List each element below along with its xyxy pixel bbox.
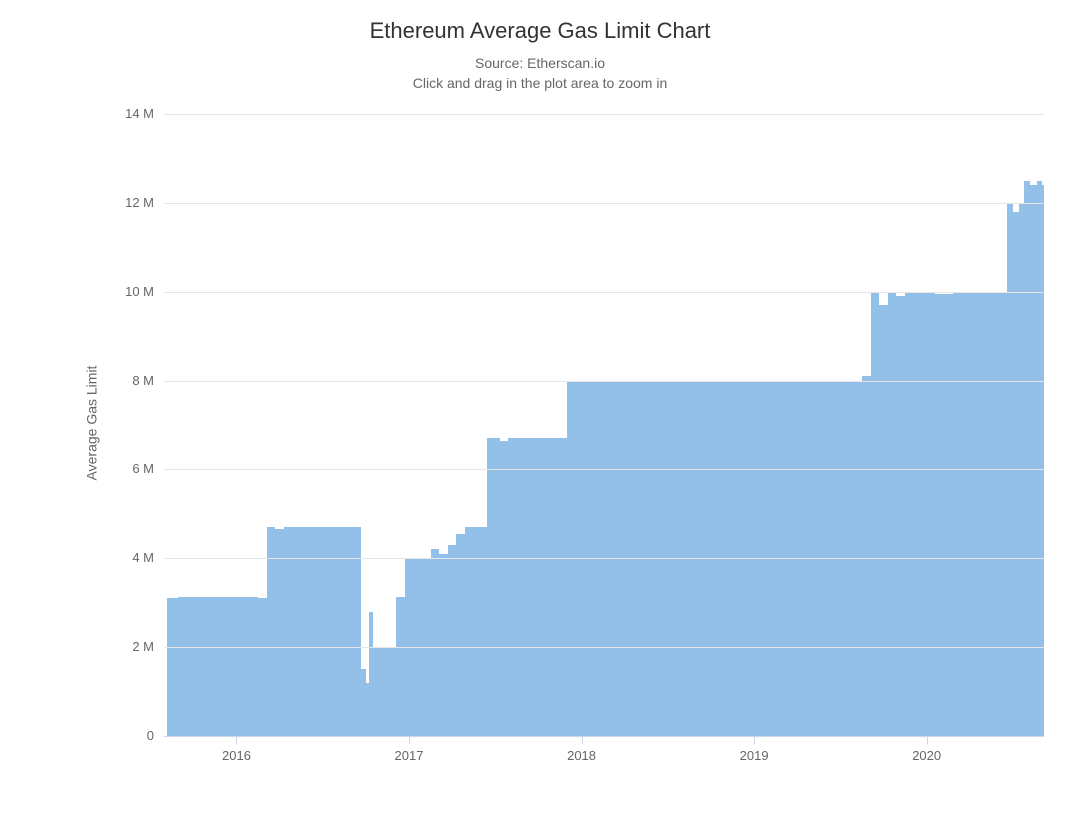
chart-title: Ethereum Average Gas Limit Chart xyxy=(0,18,1080,44)
series-segment xyxy=(918,292,935,736)
series-segment xyxy=(862,376,871,736)
y-tick-label: 10 M xyxy=(104,284,154,299)
x-tick-mark xyxy=(236,736,237,744)
x-tick-mark xyxy=(927,736,928,744)
series-segment xyxy=(987,292,1000,736)
chart-subtitle-line2: Click and drag in the plot area to zoom … xyxy=(413,75,667,91)
series-segment xyxy=(935,294,952,736)
y-tick-label: 6 M xyxy=(104,461,154,476)
series-segment xyxy=(888,292,897,736)
series-segment xyxy=(193,597,210,737)
y-tick-label: 0 xyxy=(104,728,154,743)
series-segment xyxy=(448,545,457,736)
series-segment xyxy=(1042,185,1044,736)
x-tick-label: 2017 xyxy=(395,748,424,763)
y-axis-title: Average Gas Limit xyxy=(83,366,99,481)
series-segment xyxy=(456,534,465,736)
gridline xyxy=(164,203,1044,204)
x-axis-line xyxy=(164,736,1044,737)
series-segment xyxy=(1000,292,1007,736)
y-tick-label: 2 M xyxy=(104,639,154,654)
gridline xyxy=(164,647,1044,648)
series-segment xyxy=(245,597,258,737)
x-tick-mark xyxy=(409,736,410,744)
series-segment xyxy=(1030,185,1037,736)
x-tick-label: 2018 xyxy=(567,748,596,763)
series-segment xyxy=(953,292,970,736)
series-segment xyxy=(871,292,880,736)
gridline xyxy=(164,558,1044,559)
x-tick-mark xyxy=(754,736,755,744)
series-segment xyxy=(905,292,918,736)
chart-subtitle: Source: Etherscan.io Click and drag in t… xyxy=(0,54,1080,93)
gridline xyxy=(164,469,1044,470)
series-segment xyxy=(521,438,538,736)
series-segment xyxy=(487,438,500,736)
series-segment xyxy=(896,296,905,736)
series-segment xyxy=(556,438,567,736)
y-tick-label: 4 M xyxy=(104,550,154,565)
gridline xyxy=(164,114,1044,115)
x-tick-label: 2020 xyxy=(912,748,941,763)
series-segment xyxy=(228,597,245,737)
series-segment xyxy=(275,529,284,736)
chart-container: Ethereum Average Gas Limit Chart Source:… xyxy=(0,0,1080,822)
series-segment xyxy=(373,647,383,736)
series-segment xyxy=(211,597,228,737)
series-segment xyxy=(167,598,177,736)
series-segment xyxy=(970,292,987,736)
series-segment xyxy=(508,438,521,736)
series-segment xyxy=(383,647,396,736)
x-tick-mark xyxy=(582,736,583,744)
chart-subtitle-line1: Source: Etherscan.io xyxy=(475,55,605,71)
series-segment xyxy=(538,438,555,736)
plot-area[interactable] xyxy=(164,114,1044,736)
series-segment xyxy=(879,305,888,736)
series-segment xyxy=(258,598,267,736)
gridline xyxy=(164,381,1044,382)
y-tick-label: 12 M xyxy=(104,195,154,210)
y-tick-label: 8 M xyxy=(104,373,154,388)
x-tick-label: 2019 xyxy=(740,748,769,763)
series-segment xyxy=(431,549,440,736)
series-segment xyxy=(439,554,448,736)
series-segment xyxy=(178,597,194,736)
data-area xyxy=(164,114,1044,736)
gridline xyxy=(164,292,1044,293)
series-segment xyxy=(500,441,509,736)
y-tick-label: 14 M xyxy=(104,106,154,121)
series-segment xyxy=(396,597,405,737)
x-tick-label: 2016 xyxy=(222,748,251,763)
